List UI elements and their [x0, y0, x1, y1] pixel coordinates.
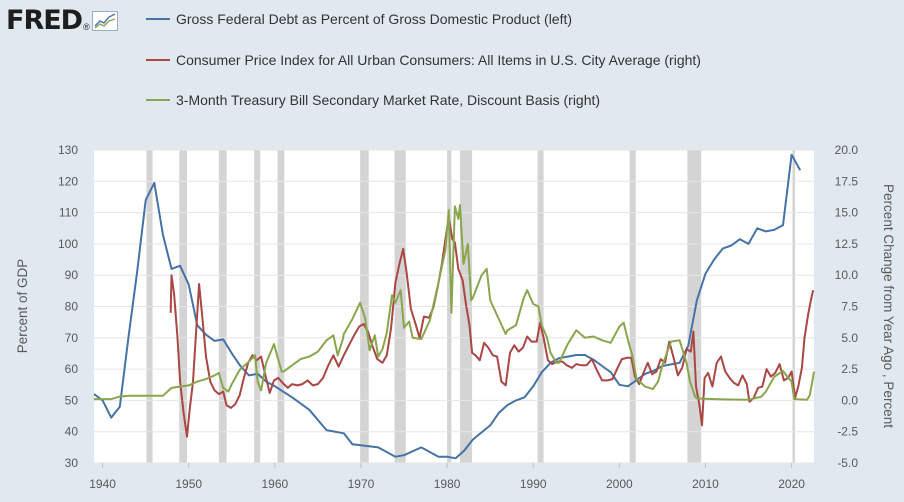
logo-text: FRED — [6, 5, 83, 36]
x-tick-1970: 1970 — [348, 477, 375, 491]
y-axis-title-left: Percent of GDP — [15, 259, 30, 354]
y-tick-left-120: 120 — [58, 174, 78, 188]
legend-swatch-tbill — [146, 99, 170, 101]
legend-swatch-cpi — [146, 59, 170, 61]
x-tick-1940: 1940 — [89, 477, 116, 491]
y-tick-right--2.5: -2.5 — [837, 425, 858, 439]
y-tick-left-80: 80 — [65, 300, 79, 314]
legend-label-debt: Gross Federal Debt as Percent of Gross D… — [176, 11, 573, 27]
y-tick-right-12.5: 12.5 — [835, 237, 859, 251]
legend-item-tbill[interactable]: 3-Month Treasury Bill Secondary Market R… — [146, 89, 600, 111]
y-tick-left-90: 90 — [65, 268, 79, 282]
x-tick-2000: 2000 — [606, 477, 633, 491]
y-tick-left-70: 70 — [65, 331, 79, 345]
legend-label-tbill: 3-Month Treasury Bill Secondary Market R… — [176, 92, 601, 108]
registered-mark: ® — [83, 22, 90, 32]
series-line-tbill — [94, 204, 815, 401]
y-tick-left-110: 110 — [59, 206, 78, 220]
y-axis-title-right: Percent Change from Year Ago , Percent — [881, 184, 896, 428]
y-tick-right--5.0: -5.0 — [837, 456, 858, 470]
fred-logo: FRED ® — [6, 4, 118, 38]
x-tick-1980: 1980 — [434, 477, 461, 491]
y-tick-left-130: 130 — [58, 143, 78, 157]
y-tick-left-50: 50 — [65, 393, 79, 407]
x-tick-2020: 2020 — [778, 477, 805, 491]
legend-item-cpi[interactable]: Consumer Price Index for All Urban Consu… — [146, 49, 701, 71]
y-tick-right-7.5: 7.5 — [841, 300, 858, 314]
x-tick-1960: 1960 — [262, 477, 289, 491]
y-tick-right-0.0: 0.0 — [841, 393, 858, 407]
y-tick-right-20.0: 20.0 — [835, 143, 859, 157]
y-tick-left-40: 40 — [65, 425, 79, 439]
legend-item-debt[interactable]: Gross Federal Debt as Percent of Gross D… — [146, 8, 572, 30]
y-tick-right-10.0: 10.0 — [835, 268, 859, 282]
y-tick-left-60: 60 — [65, 362, 79, 376]
series-lines — [93, 153, 815, 460]
x-tick-2010: 2010 — [692, 477, 719, 491]
legend-label-cpi: Consumer Price Index for All Urban Consu… — [176, 52, 701, 68]
y-tick-right-2.5: 2.5 — [841, 362, 858, 376]
legend-swatch-debt — [146, 18, 170, 20]
trend-chart-icon — [91, 11, 118, 31]
y-tick-right-15.0: 15.0 — [835, 206, 859, 220]
y-tick-right-5.0: 5.0 — [841, 331, 858, 345]
x-tick-1950: 1950 — [175, 477, 202, 491]
gridlines — [94, 149, 814, 464]
y-tick-left-30: 30 — [65, 456, 79, 470]
y-tick-right-17.5: 17.5 — [835, 174, 859, 188]
x-tick-1990: 1990 — [520, 477, 547, 491]
y-tick-left-100: 100 — [58, 237, 78, 251]
axis-ticks: 30 40 50 60 70 80 90 100 110 120 130 -5.0 -2.5 0.0 2.5… — [58, 143, 858, 491]
